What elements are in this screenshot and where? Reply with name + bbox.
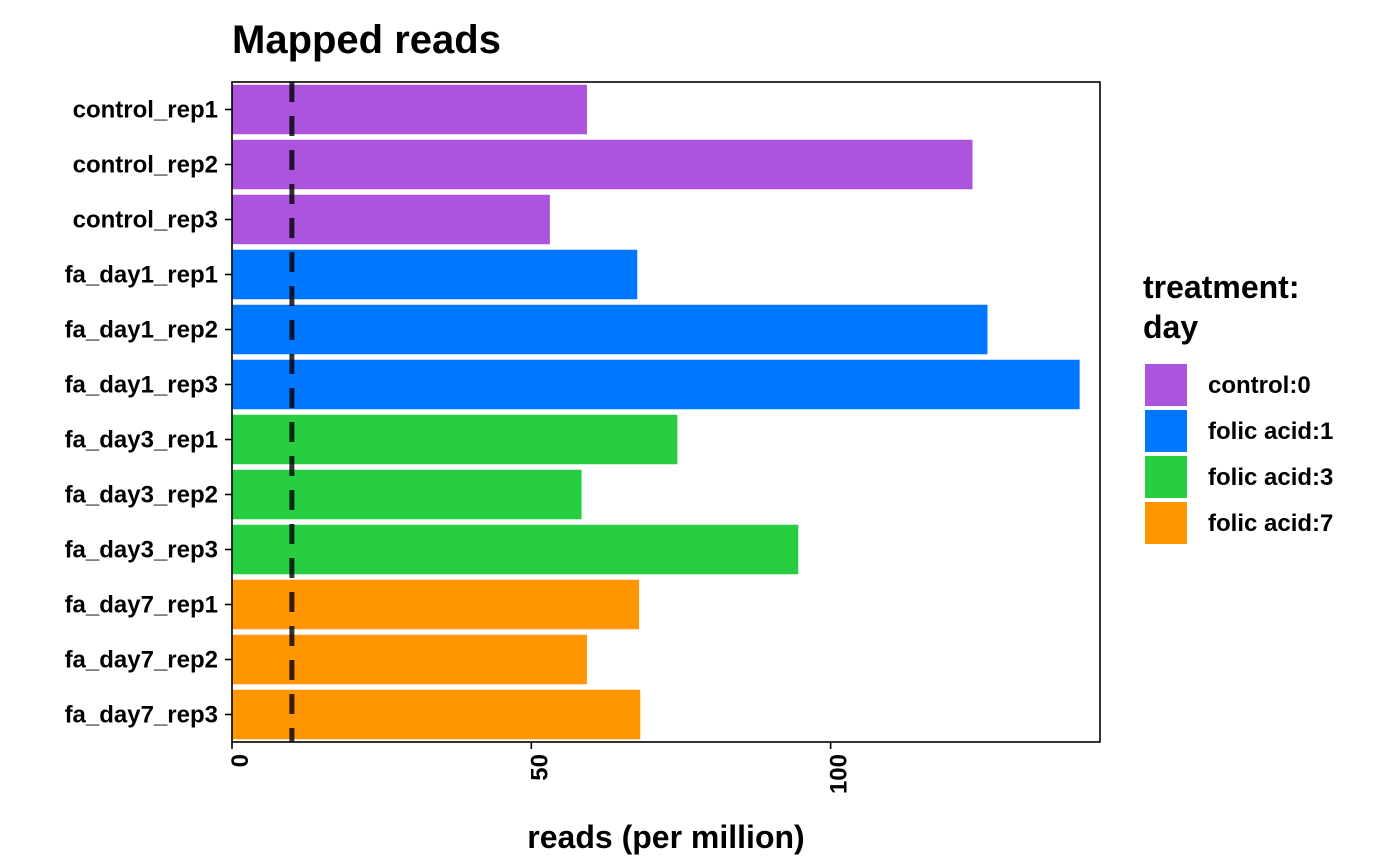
category-label: fa_day1_rep2 xyxy=(65,317,218,344)
category-label: fa_day7_rep1 xyxy=(65,592,218,619)
bar-fa_day1_rep1 xyxy=(232,249,638,300)
category-label: fa_day3_rep3 xyxy=(65,537,218,564)
x-axis-ticks: 0 50 100 xyxy=(227,742,853,794)
bar-fa_day7_rep3 xyxy=(232,689,641,740)
legend-key xyxy=(1145,456,1187,498)
bar-control_rep1 xyxy=(232,84,587,135)
category-label: fa_day3_rep1 xyxy=(65,427,218,454)
bar-fa_day7_rep2 xyxy=(232,634,587,685)
category-label: control_rep1 xyxy=(73,97,218,124)
x-tick-label: 50 xyxy=(526,754,553,781)
category-label: fa_day1_rep1 xyxy=(65,262,218,289)
bar-fa_day3_rep3 xyxy=(232,524,799,575)
x-axis-title: reads (per million) xyxy=(527,819,804,855)
chart-title: Mapped reads xyxy=(232,18,501,62)
bar-fa_day3_rep2 xyxy=(232,469,582,520)
bar-control_rep2 xyxy=(232,139,973,190)
legend-label: folic acid:3 xyxy=(1208,464,1333,491)
category-label: fa_day3_rep2 xyxy=(65,482,218,509)
legend-key xyxy=(1145,364,1187,406)
legend-title: day xyxy=(1143,309,1198,345)
bar-fa_day1_rep3 xyxy=(232,359,1080,410)
category-label: fa_day7_rep3 xyxy=(65,702,218,729)
bar-control_rep3 xyxy=(232,194,550,245)
category-label: control_rep2 xyxy=(73,152,218,179)
legend: treatment: day control:0 folic acid:1 folic … xyxy=(1143,269,1333,544)
category-label: fa_day7_rep2 xyxy=(65,647,218,674)
bar-fa_day3_rep1 xyxy=(232,414,678,465)
bar-fa_day1_rep2 xyxy=(232,304,988,355)
legend-key xyxy=(1145,410,1187,452)
x-tick-label: 100 xyxy=(826,754,853,794)
legend-key xyxy=(1145,502,1187,544)
legend-label: folic acid:7 xyxy=(1208,510,1333,537)
legend-label: folic acid:1 xyxy=(1208,418,1333,445)
legend-label: control:0 xyxy=(1208,372,1311,399)
bars-layer xyxy=(232,84,1080,740)
category-labels: control_rep1 control_rep2 control_rep3 fa_d… xyxy=(65,97,232,729)
category-label: fa_day1_rep3 xyxy=(65,372,218,399)
legend-title: treatment: xyxy=(1143,269,1299,305)
bar-fa_day7_rep1 xyxy=(232,579,640,630)
plot-panel-border xyxy=(231,81,1101,743)
category-label: control_rep3 xyxy=(73,207,218,234)
x-tick-label: 0 xyxy=(227,754,254,767)
